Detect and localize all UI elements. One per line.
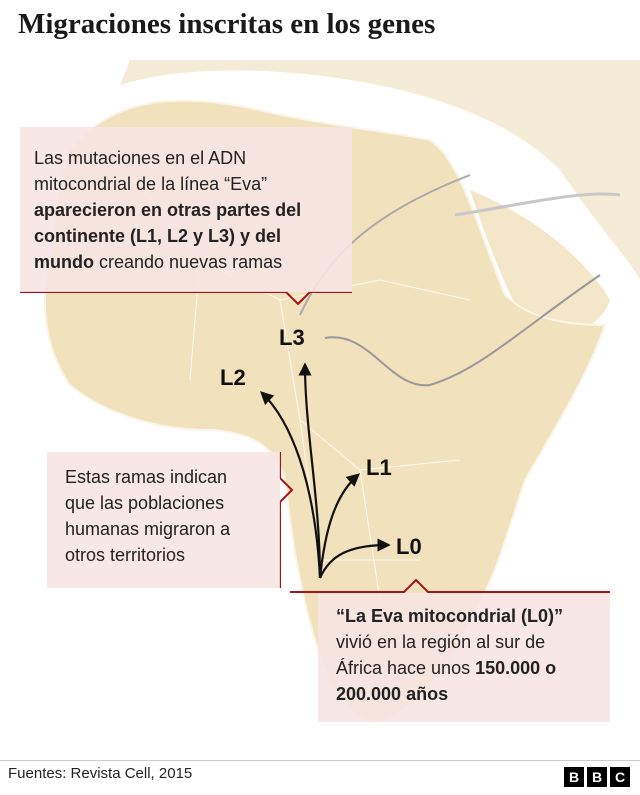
branches xyxy=(260,362,391,579)
migration-out-2 xyxy=(324,274,601,387)
logo-letter: B xyxy=(564,767,584,787)
callout-text: “La Eva mitocondrial (L0)” xyxy=(336,606,564,626)
logo-letter: B xyxy=(587,767,607,787)
arabia xyxy=(470,190,610,336)
callout: Estas ramas indican que las poblaciones … xyxy=(47,452,280,588)
eurasia xyxy=(120,60,640,280)
source: Fuentes: Revista Cell, 2015 xyxy=(8,765,193,782)
branch-l0 xyxy=(318,538,391,579)
callout-text: Estas ramas indican que las poblaciones … xyxy=(65,467,231,565)
lineage-label: L0 xyxy=(396,534,422,559)
branch-l3 xyxy=(298,362,322,579)
callout-text: vivió en la región al sur de África hace… xyxy=(336,632,546,678)
logo-letter: C xyxy=(610,767,630,787)
title: Migraciones inscritas en los genes xyxy=(18,8,436,40)
callout-text: aparecieron en otras partes del continen… xyxy=(34,200,302,272)
lineage-label: L3 xyxy=(279,325,305,350)
migration-out-3 xyxy=(454,192,621,217)
callout-text: 150.000 o 200.000 años xyxy=(336,658,557,704)
lineage-label: L1 xyxy=(366,455,392,480)
branch-l2 xyxy=(260,391,322,579)
lineage-label: L2 xyxy=(220,365,246,390)
logo: B B C xyxy=(564,767,630,787)
callout-text: Las mutaciones en el ADN mitocondrial de… xyxy=(34,148,268,194)
callout: Las mutaciones en el ADN mitocondrial de… xyxy=(20,127,352,292)
callout-text: creando nuevas ramas xyxy=(94,252,283,272)
divider xyxy=(0,760,640,761)
callout-pointers xyxy=(20,291,610,593)
callout: “La Eva mitocondrial (L0)” vivió en la r… xyxy=(318,593,610,722)
branch-l1 xyxy=(318,473,360,579)
